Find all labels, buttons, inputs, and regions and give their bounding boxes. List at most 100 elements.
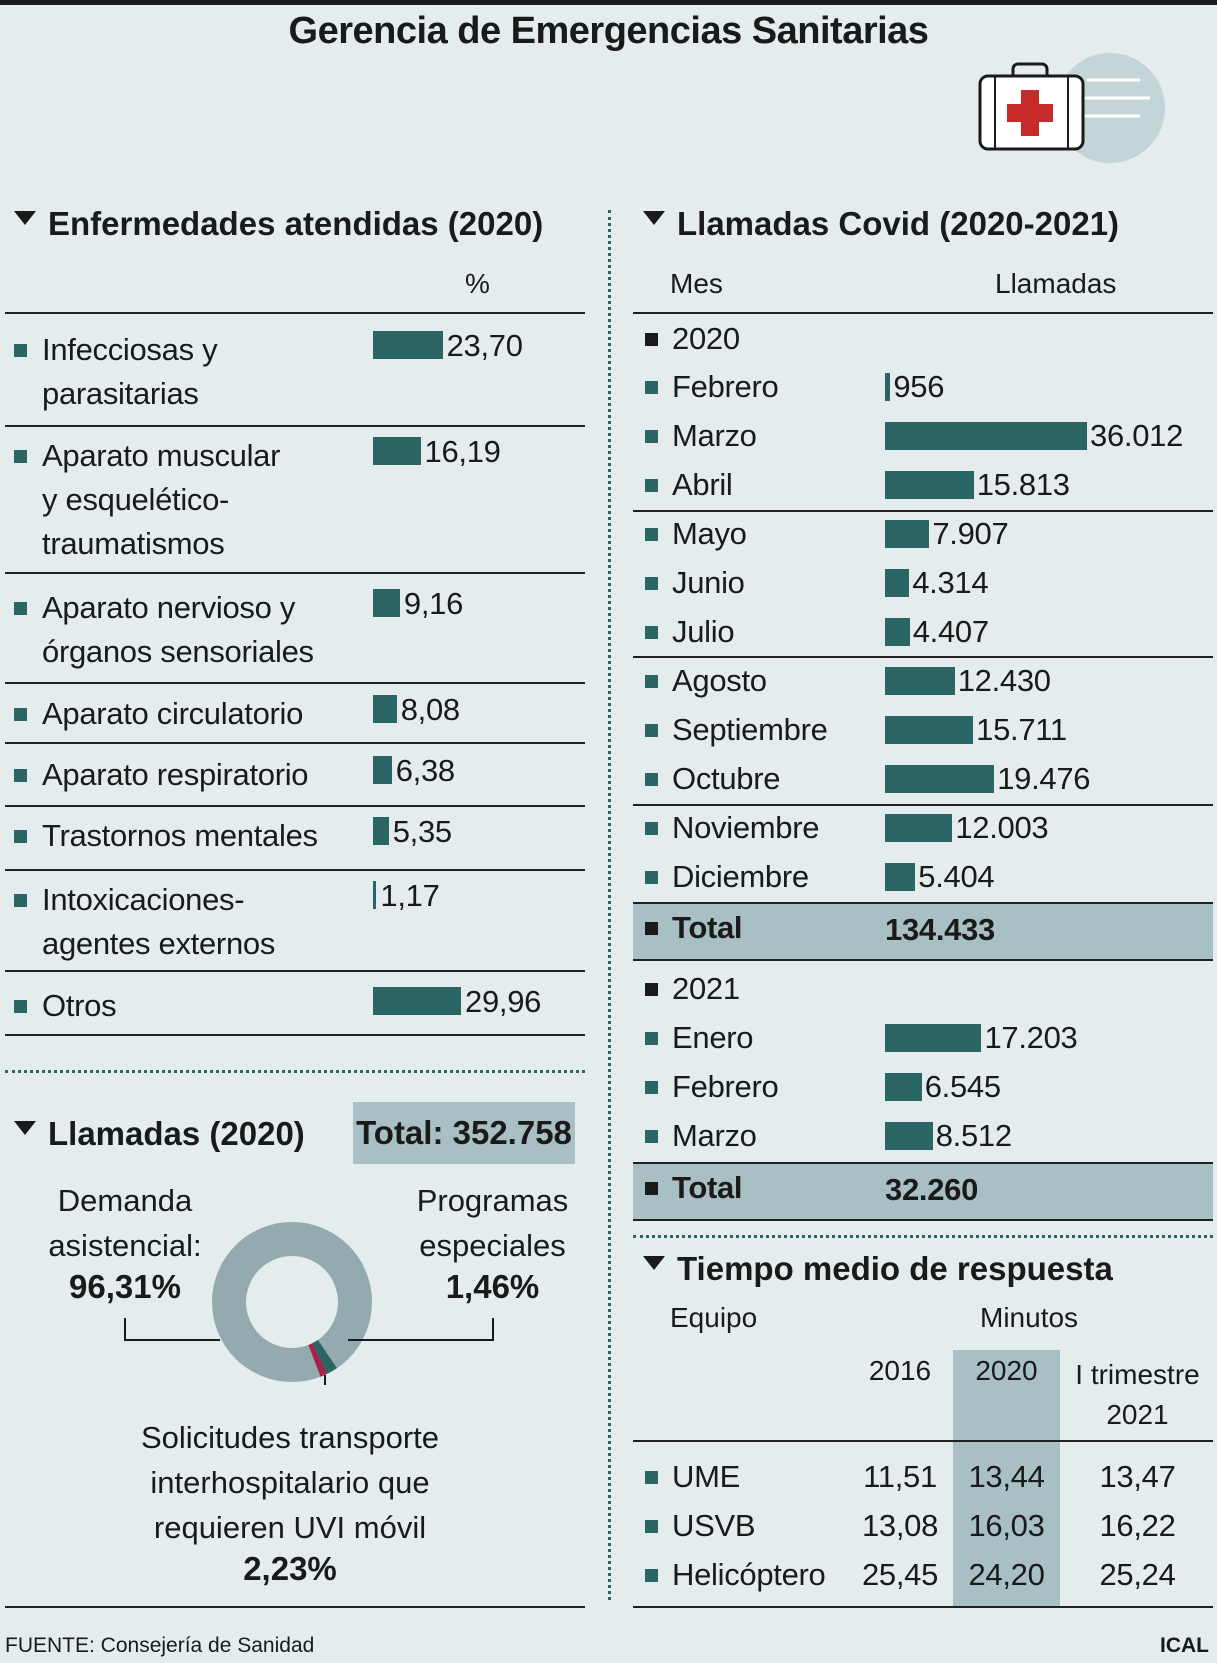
month-bar [885,667,955,695]
month-label: Marzo [672,1118,757,1153]
response-time-value: 25,24 [1099,1557,1176,1592]
list-bullet-icon [645,577,658,590]
row-divider [633,510,1213,512]
list-bullet-icon [645,822,658,835]
row-divider [5,682,585,684]
total-badge [353,1102,575,1164]
list-bullet-icon [14,602,27,615]
list-bullet-icon [645,1520,658,1533]
row-divider [5,742,585,744]
column-separator [608,210,611,1600]
month-value: 12.430 [957,663,1051,698]
donut-solicitudes-slice [312,1339,337,1374]
month-label: Marzo [672,418,757,453]
total-2021-value: 32.260 [885,1172,979,1207]
programas-label: Programas especiales [416,1183,569,1263]
row-divider [633,804,1213,806]
row-divider [633,1219,1213,1221]
list-bullet-icon [14,1000,27,1013]
triangle-bullet-icon [14,1121,36,1135]
list-bullet-icon [645,1471,658,1484]
dotted-divider [5,1070,585,1073]
month-label: Febrero [672,1069,779,1104]
solicitudes-value: 2,23% [243,1550,337,1587]
month-label: Diciembre [672,859,809,894]
month-label: Abril [672,467,733,502]
demanda-label: Demanda asistencial: [48,1183,202,1263]
divider [633,1606,1213,1608]
total-2020-band [633,902,1213,960]
disease-value: 16,19 [424,434,501,469]
disease-bar [373,817,389,845]
month-value: 5.404 [918,859,995,894]
disease-label: Aparato respiratorio [42,757,309,792]
list-bullet-icon [14,894,27,907]
month-label: Julio [672,614,735,649]
donut-programas-slice [308,1343,328,1377]
list-bullet-icon [645,724,658,737]
demanda-value: 96,31% [69,1268,181,1305]
list-bullet-icon [645,479,658,492]
enfermedades-title: Enfermedades atendidas (2020) [14,205,543,243]
disease-value: 8,08 [400,692,460,727]
team-label: Helicóptero [672,1557,826,1592]
month-bar [885,1073,922,1101]
donut-demanda-slice [212,1222,372,1382]
response-time-value: 11,51 [863,1459,937,1494]
disease-value: 9,16 [403,586,464,621]
divider [5,312,585,314]
month-value: 8.512 [935,1118,1012,1153]
llamadas-title: Llamadas (2020) [14,1115,305,1153]
enfermedades-unit-header: % [465,268,490,299]
tiempo-col-minutos: Minutos [980,1302,1079,1333]
divider [633,1440,1213,1442]
month-bar [885,569,910,597]
month-bar [885,373,891,401]
row-divider [633,656,1213,658]
team-label: USVB [672,1508,756,1543]
month-bar [885,863,916,891]
page-title: Gerencia de Emergencias Sanitarias [288,10,929,52]
month-bar [885,618,910,646]
team-label: UME [672,1459,740,1494]
month-bar [885,520,930,548]
month-label: Octubre [672,761,781,796]
row-divider [633,902,1213,904]
list-bullet-icon [645,430,658,443]
response-time-value: 13,47 [1099,1459,1176,1494]
list-bullet-icon [645,626,658,639]
total-bullet-icon [645,1182,658,1195]
tiempo-col-2016: 2016 [868,1355,932,1386]
list-bullet-icon [645,675,658,688]
month-value: 4.407 [912,614,989,649]
top-rule [0,0,1217,5]
disease-label: Trastornos mentales [42,818,318,853]
total-bullet-icon [645,922,658,935]
response-time-value: 24,20 [968,1557,1045,1592]
disease-bar [373,881,377,909]
disease-label: Intoxicaciones- agentes externos [42,882,276,961]
dotted-divider [633,1235,1213,1238]
month-bar [885,1024,982,1052]
highlight-2020-column [953,1350,1060,1608]
demanda-leader-line [124,1318,220,1341]
list-bullet-icon [645,1130,658,1143]
programas-leader-line [348,1318,494,1341]
month-label: Noviembre [672,810,820,845]
month-bar [885,422,1087,450]
month-value: 4.314 [912,565,989,600]
donut-chart [124,1222,494,1385]
month-value: 17.203 [984,1020,1078,1055]
month-bar [885,765,995,793]
source-note: FUENTE: Consejería de Sanidad [5,1634,315,1657]
row-divider [633,1162,1213,1164]
month-bar [885,471,974,499]
disease-value: 23,70 [446,328,523,363]
list-bullet-icon [645,381,658,394]
disease-label: Aparato muscular y esquelético- traumati… [42,438,281,561]
response-time-value: 25,45 [861,1557,939,1592]
disease-bar [373,589,400,617]
tiempo-col-equipo: Equipo [670,1302,758,1333]
list-bullet-icon [645,1032,658,1045]
list-bullet-icon [14,769,27,782]
